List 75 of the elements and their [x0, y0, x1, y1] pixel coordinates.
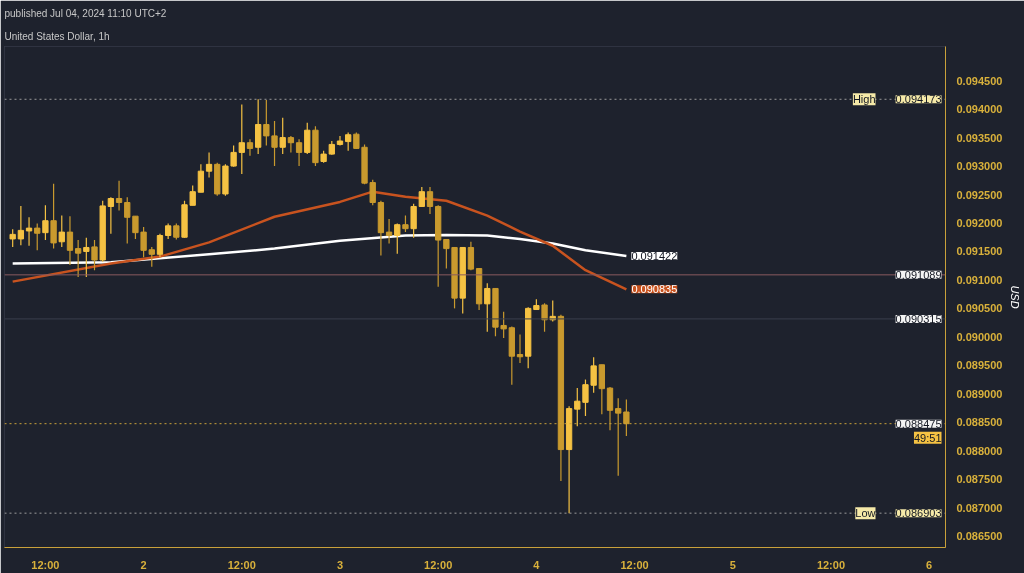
- candlestick: [107, 196, 115, 235]
- candlestick: [25, 216, 33, 247]
- annotation: High: [852, 93, 876, 106]
- candlestick: [66, 215, 74, 266]
- y-tick-label: 0.090000: [956, 330, 1003, 343]
- candlestick: [42, 204, 49, 241]
- candlestick: [271, 120, 278, 167]
- y-tick-label: 0.092000: [956, 216, 1003, 229]
- candlestick: [394, 222, 401, 255]
- x-tick-label: 12:00: [31, 558, 60, 571]
- candlestick: [205, 151, 213, 179]
- candlestick: [246, 138, 254, 157]
- candlestick: [385, 218, 393, 245]
- candlestick: [279, 117, 286, 155]
- y-tick-label: 0.094500: [956, 74, 1003, 87]
- candlestick: [58, 214, 65, 248]
- y-tick-label: 0.091000: [956, 273, 1003, 286]
- candlestick: [238, 103, 245, 175]
- y-tick-label: 0.087000: [956, 501, 1003, 514]
- ref-line-label: 0.090315: [895, 312, 942, 325]
- candlestick: [516, 333, 524, 364]
- candlestick: [598, 364, 605, 415]
- candlestick: [197, 163, 205, 193]
- y-tick-label: 0.089000: [956, 387, 1003, 400]
- candlestick: [115, 180, 123, 212]
- candlestick: [255, 98, 262, 155]
- y-tick-label: 0.090500: [956, 302, 1003, 315]
- candlestick: [345, 131, 352, 152]
- data-label: 0.090835: [631, 283, 678, 296]
- x-tick-label: 12:00: [227, 558, 256, 571]
- candlestick: [541, 302, 548, 333]
- candlestick: [230, 144, 237, 168]
- ref-line-label: 0.094173: [895, 93, 942, 106]
- candlestick: [74, 239, 82, 278]
- x-tick-label: 2: [140, 558, 147, 571]
- ref-line-label: 0.086903: [895, 507, 942, 520]
- y-tick-label: 0.091500: [956, 245, 1003, 258]
- candlestick: [426, 186, 434, 215]
- x-tick-label: 6: [926, 558, 933, 571]
- x-tick-label: 12:00: [816, 558, 846, 571]
- y-tick-label: 0.092500: [956, 188, 1003, 201]
- y-axis-title: USD: [1009, 285, 1022, 309]
- candlestick: [304, 122, 311, 155]
- candlestick: [83, 237, 90, 278]
- y-tick-label: 0.093500: [956, 131, 1003, 144]
- text: published Jul 04, 2024 11:10 UTC+2: [4, 7, 167, 19]
- x-tick-label: 12:00: [424, 558, 453, 571]
- y-tick-label: 0.093000: [956, 160, 1003, 173]
- y-tick-label: 0.088000: [956, 444, 1003, 457]
- y-tick-label: 0.087500: [956, 473, 1003, 486]
- candlestick: [156, 233, 164, 258]
- candlestick: [34, 222, 41, 251]
- annotation: Low: [855, 507, 876, 520]
- candlestick: [17, 205, 25, 246]
- y-tick-label: 0.088500: [956, 416, 1003, 429]
- candlestick: [295, 138, 303, 167]
- ref-line-label: 0.088475: [895, 417, 942, 430]
- candlestick: [467, 241, 475, 271]
- candlestick: [91, 239, 98, 271]
- candlestick: [410, 203, 417, 239]
- candlestick: [484, 282, 491, 333]
- y-tick-label: 0.094000: [956, 103, 1003, 116]
- x-tick-label: 3: [336, 558, 344, 571]
- candlestick: [50, 183, 57, 250]
- candlestick: [287, 135, 295, 153]
- y-tick-label: 0.089500: [956, 359, 1003, 372]
- x-tick-label: 12:00: [620, 558, 649, 571]
- annotation: 49:51: [913, 431, 942, 444]
- y-tick-label: 0.086500: [956, 530, 1003, 543]
- data-label: 0.091422: [631, 249, 678, 262]
- ref-line-label: 0.091089: [895, 268, 942, 281]
- x-tick-label: 4: [533, 558, 541, 571]
- x-tick-label: 5: [729, 558, 736, 571]
- chart-title: United States Dollar, 1h: [4, 30, 110, 42]
- candlestick: [263, 99, 270, 147]
